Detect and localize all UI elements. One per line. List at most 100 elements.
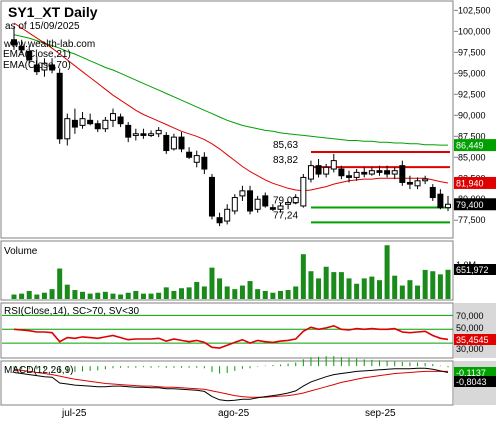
- candle-body: [224, 208, 231, 222]
- volume-bar: [26, 290, 32, 299]
- volume-bar: [11, 294, 17, 299]
- candle-body: [368, 170, 375, 175]
- candle-body: [231, 197, 238, 212]
- candle-body: [64, 118, 71, 140]
- rsi-tick-70: 70,000: [456, 311, 484, 321]
- volume-bar: [399, 285, 405, 299]
- volume-bar: [415, 285, 421, 299]
- price-badge: 79,400: [456, 200, 484, 210]
- volume-bar: [34, 294, 40, 299]
- price-badge: 81,940: [456, 178, 484, 188]
- volume-bar: [72, 290, 78, 299]
- candle-body: [300, 176, 307, 207]
- level-label: 85,63: [273, 140, 298, 151]
- candle-body: [208, 176, 215, 217]
- candle-body: [239, 190, 246, 197]
- candle-body: [216, 217, 223, 224]
- volume-bar: [163, 287, 169, 299]
- candle-body: [178, 136, 185, 150]
- price-tick-label: 87,500: [458, 131, 486, 141]
- candle-body: [384, 170, 391, 175]
- candle-body: [338, 168, 345, 177]
- price-tick-label: 95,000: [458, 68, 486, 78]
- price-badge-bg: [454, 176, 496, 189]
- candle-body: [346, 175, 353, 178]
- candle-body: [307, 165, 314, 180]
- candle-body: [26, 51, 33, 61]
- volume-bar: [338, 272, 344, 299]
- volume-bar: [148, 293, 154, 299]
- volume-bar: [407, 280, 413, 299]
- volume-bar: [224, 286, 230, 299]
- volume-bar: [376, 280, 382, 299]
- macd-badge2: -0,8043: [456, 377, 487, 387]
- candle-body: [117, 116, 124, 125]
- candle-body: [323, 166, 330, 175]
- rsi-title: RSI(Close,14), SC>70, SV<30: [4, 306, 140, 317]
- candle-body: [79, 118, 86, 126]
- price-badge-bg: [454, 198, 496, 211]
- volume-bar: [217, 278, 223, 299]
- candle-body: [414, 180, 421, 187]
- candle-body: [41, 62, 48, 71]
- price-tick-label: 92,500: [458, 89, 486, 99]
- candle-body: [406, 181, 413, 185]
- volume-bar: [102, 291, 108, 299]
- ema70-legend: EMA(Close,70): [3, 60, 71, 71]
- ema21-legend: EMA(Close,21): [3, 49, 71, 60]
- volume-bar: [87, 293, 93, 299]
- candle-body: [330, 160, 337, 170]
- rsi-axis-strip: [454, 303, 496, 358]
- volume-bar: [285, 290, 291, 299]
- volume-bar: [209, 267, 215, 299]
- candle-body: [87, 119, 94, 125]
- level-label: 77,24: [273, 210, 298, 221]
- macd-line: [13, 367, 449, 402]
- macd-signal-line: [13, 368, 448, 398]
- level-label: 83,82: [273, 155, 298, 166]
- x-label-jul: jul-25: [61, 408, 87, 419]
- candle-body: [429, 186, 436, 199]
- candle-body: [125, 124, 132, 138]
- volume-bar: [156, 292, 162, 299]
- volume-bar: [80, 291, 86, 299]
- candle-body: [163, 134, 170, 152]
- volume-bar: [262, 290, 268, 299]
- volume-bar: [331, 272, 337, 299]
- rsi-layer: [2, 314, 453, 349]
- volume-bar: [437, 274, 443, 299]
- candle-body: [155, 129, 162, 135]
- candle-body: [269, 207, 276, 210]
- candle-body: [140, 133, 147, 136]
- ema70-line: [13, 34, 448, 146]
- candle-body: [132, 133, 139, 136]
- price-panel-frame: [0, 0, 454, 239]
- candle-body: [361, 171, 368, 175]
- macd-badge2-bg: [454, 376, 496, 387]
- rsi-tick-30: 30,000: [456, 344, 484, 354]
- volume-bar: [392, 275, 398, 299]
- volume-bar: [354, 283, 360, 299]
- ema-layer: [13, 22, 449, 192]
- volume-bar: [140, 293, 146, 299]
- price-tick-label: 100,000: [458, 26, 491, 36]
- rsi-badge: 35,4545: [456, 335, 489, 345]
- volume-bar: [369, 276, 375, 299]
- volume-bar: [232, 289, 238, 299]
- volume-bar: [323, 266, 329, 299]
- candle-body: [193, 155, 200, 163]
- volume-layer: [11, 245, 451, 299]
- volume-bar: [186, 287, 192, 299]
- rsi-badge-bg: [454, 334, 496, 345]
- rsi-line: [13, 324, 449, 349]
- candle-body: [437, 193, 444, 209]
- volume-bar: [300, 254, 306, 299]
- volume-bar: [361, 278, 367, 299]
- candle-body: [254, 198, 261, 210]
- candle-body: [11, 39, 17, 46]
- volume-bar: [49, 289, 55, 299]
- levels-layer: 85,63 83,82 79,02 77,24: [273, 140, 450, 224]
- volume-bar: [125, 292, 131, 299]
- price-badge: 86,449: [456, 141, 484, 151]
